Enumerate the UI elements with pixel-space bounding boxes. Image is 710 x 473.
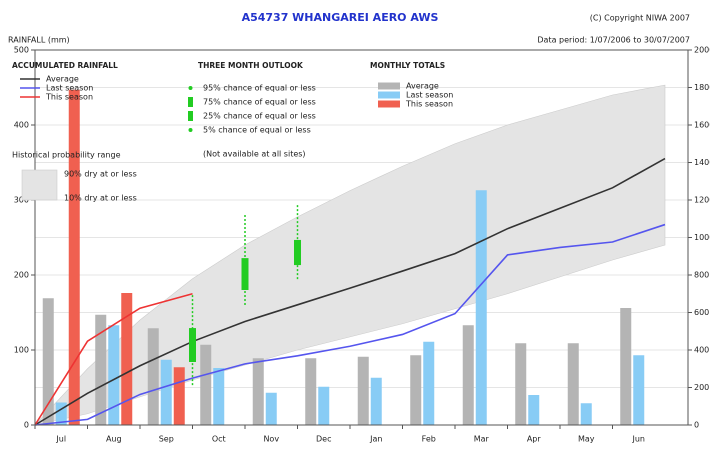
monthly-bar — [68, 89, 80, 425]
monthly-bar — [121, 293, 133, 425]
legend-label: 5% chance of equal or less — [203, 126, 311, 135]
y-tick-label: 300 — [14, 196, 29, 205]
outlook-box — [189, 328, 196, 362]
legend-swatch — [21, 169, 58, 201]
x-tick-label: Nov — [263, 435, 279, 444]
x-tick-label: Jun — [632, 435, 646, 444]
monthly-bar — [633, 355, 645, 425]
legend-swatch — [378, 100, 400, 108]
legend-swatch — [188, 86, 193, 90]
legend-title: THREE MONTH OUTLOOK — [198, 61, 304, 70]
legend-swatch — [188, 128, 193, 132]
y2-tick-label: 400 — [694, 346, 709, 355]
monthly-bar — [580, 403, 592, 425]
legend-label: Average — [46, 75, 79, 84]
legend-swatch — [188, 97, 193, 107]
monthly-bar — [108, 325, 120, 425]
monthly-bar — [318, 386, 330, 425]
monthly-bar — [423, 341, 435, 425]
monthly-bar — [42, 298, 54, 425]
monthly-bar — [55, 402, 67, 425]
outlook-box — [294, 239, 301, 266]
monthly-bar — [462, 325, 474, 425]
monthly-bar — [173, 367, 185, 425]
y2-tick-label: 200 — [694, 383, 709, 392]
x-tick-label: Aug — [106, 435, 122, 444]
x-tick-label: Mar — [474, 435, 490, 444]
x-tick-label: Feb — [422, 435, 436, 444]
legend-label: This season — [405, 100, 453, 109]
monthly-bar — [370, 377, 382, 425]
legend-label: 25% chance of equal or less — [203, 112, 316, 121]
data-period: Data period: 1/07/2006 to 30/07/2007 — [537, 36, 690, 45]
monthly-bar — [305, 358, 317, 425]
x-tick-label: May — [578, 435, 595, 444]
plot-frame — [34, 49, 689, 426]
y-tick-label: 0 — [24, 421, 29, 430]
legend-title: Historical probability range — [12, 151, 121, 160]
y2-tick-label: 1200 — [694, 196, 710, 205]
monthly-bar — [567, 343, 579, 425]
x-tick-label: Jan — [369, 435, 382, 444]
legend-title: MONTHLY TOTALS — [370, 61, 445, 70]
monthly-bar — [620, 308, 632, 425]
legend-swatch — [378, 82, 400, 90]
y-tick-label: 500 — [14, 46, 29, 55]
copyright: (C) Copyright NIWA 2007 — [590, 14, 690, 23]
x-tick-label: Apr — [527, 435, 542, 444]
cumulative-line — [34, 292, 193, 426]
cumulative-line — [34, 157, 666, 426]
legend-label: 10% dry at or less — [64, 194, 137, 203]
monthly-bar — [475, 190, 487, 425]
y2-tick-label: 600 — [694, 308, 709, 317]
y2-tick-label: 1400 — [694, 158, 710, 167]
monthly-bar — [265, 392, 277, 425]
legend-label: Last season — [406, 91, 453, 100]
legend-label: 90% dry at or less — [64, 170, 137, 179]
y-axis-label: RAINFALL (mm) — [8, 36, 70, 45]
legend-label: 95% chance of equal or less — [203, 84, 316, 93]
monthly-bar — [357, 356, 369, 425]
y2-tick-label: 0 — [694, 421, 699, 430]
y-tick-label: 100 — [14, 346, 29, 355]
legend-swatch — [378, 91, 400, 99]
monthly-bar — [95, 314, 107, 425]
monthly-bar — [160, 359, 172, 425]
y2-tick-label: 1000 — [694, 233, 710, 242]
y-tick-label: 200 — [14, 271, 29, 280]
legend-label: Last season — [46, 84, 93, 93]
y2-tick-label: 1600 — [694, 121, 710, 130]
y2-tick-label: 1800 — [694, 83, 710, 92]
legend-note: (Not available at all sites) — [203, 150, 306, 159]
monthly-bar — [200, 344, 212, 425]
cumulative-line — [34, 223, 666, 426]
x-tick-label: Oct — [212, 435, 226, 444]
legend-label: Average — [406, 82, 439, 91]
monthly-bar — [515, 343, 527, 425]
y2-tick-label: 800 — [694, 271, 709, 280]
y-tick-label: 400 — [14, 121, 29, 130]
x-tick-label: Dec — [316, 435, 331, 444]
legend-label: 75% chance of equal or less — [203, 98, 316, 107]
legend-label: This season — [45, 93, 93, 102]
monthly-bar — [147, 328, 159, 425]
chart-title: A54737 WHANGAREI AERO AWS — [242, 11, 439, 24]
monthly-bar — [213, 368, 225, 425]
monthly-bar — [410, 355, 422, 425]
legend-swatch — [188, 111, 193, 121]
outlook-box — [241, 258, 249, 290]
legend-title: ACCUMULATED RAINFALL — [12, 61, 118, 70]
monthly-bar — [528, 395, 540, 425]
x-tick-label: Sep — [159, 435, 174, 444]
monthly-bar — [252, 358, 264, 425]
x-tick-label: Jul — [55, 435, 66, 444]
